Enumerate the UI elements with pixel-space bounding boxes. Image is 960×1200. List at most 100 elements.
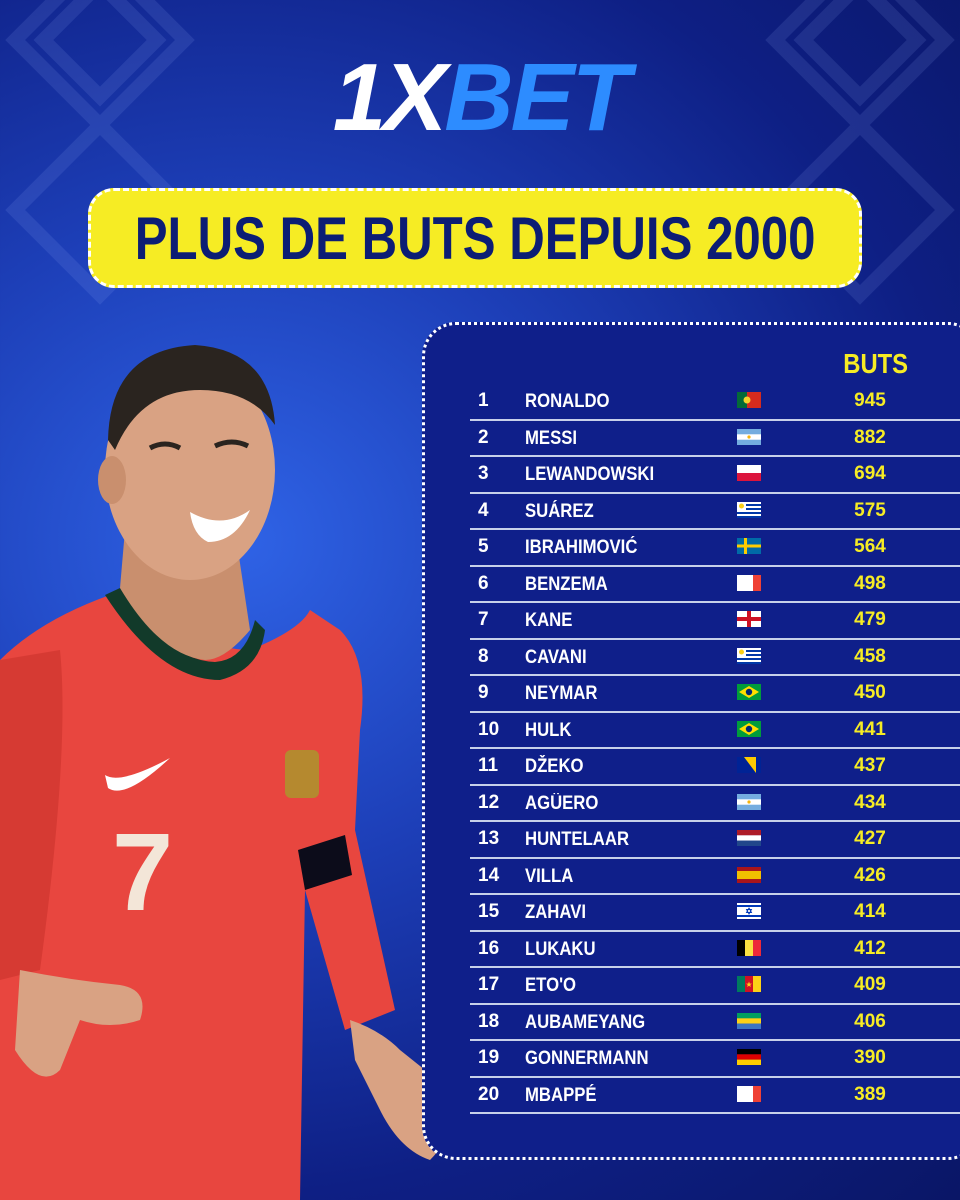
goals-cell: 412 (854, 937, 886, 959)
rank-cell: 12 (478, 791, 500, 813)
goals-column-header: BUTS (843, 348, 909, 379)
background-pattern (5, 0, 955, 305)
france-flag-icon (737, 1085, 761, 1102)
cameroon-flag-icon (737, 976, 761, 992)
title-banner: PLUS DE BUTS DEPUIS 2000 (88, 188, 862, 288)
table-row: 7 KANE 479 (470, 603, 960, 640)
goals-cell: 458 (854, 645, 886, 667)
player-name-cell: AUBAMEYANG (525, 1011, 646, 1033)
player-name-cell: ETO'O (525, 975, 577, 996)
table-row: 13 HUNTELAAR 427 (470, 822, 960, 859)
player-name-cell: IBRAHIMOVIĆ (525, 537, 638, 558)
goals-cell: 945 (854, 390, 886, 411)
rank-cell: 19 (478, 1047, 500, 1068)
portugal-flag-icon (737, 392, 761, 408)
israel-flag-icon (737, 903, 761, 919)
player-name-cell: HUNTELAAR (525, 829, 630, 850)
rank-cell: 6 (478, 572, 489, 594)
player-name-cell: ZAHAVI (525, 902, 586, 923)
sweden-flag-icon (737, 538, 761, 554)
player-name-cell: BENZEMA (525, 573, 608, 595)
table-row: 14 VILLA 426 (470, 859, 960, 895)
ranking-table: 1 RONALDO 945 2 MESSI 882 3 LEWANDOWSKI 694 4 SUÁR… (470, 384, 960, 1114)
goals-cell: 564 (854, 536, 886, 557)
goals-cell: 390 (854, 1047, 886, 1068)
player-name-cell: LUKAKU (525, 938, 596, 960)
belgium-flag-icon (737, 939, 761, 956)
rank-cell: 20 (478, 1083, 500, 1105)
rank-cell: 1 (478, 390, 489, 411)
rank-cell: 13 (478, 828, 500, 849)
player-name-cell: SUÁREZ (525, 500, 594, 522)
player-name-cell: LEWANDOWSKI (525, 464, 655, 485)
rank-cell: 4 (478, 499, 489, 521)
rank-cell: 5 (478, 536, 489, 557)
bosnia-flag-icon (737, 757, 761, 773)
spain-flag-icon (737, 866, 761, 883)
goals-cell: 479 (854, 609, 886, 630)
uruguay-flag-icon (737, 501, 761, 518)
table-row: 8 CAVANI 458 (470, 640, 960, 676)
player-name-cell: DŽEKO (525, 756, 584, 777)
argentina-flag-icon (737, 793, 761, 810)
goals-cell: 406 (854, 1010, 886, 1032)
goals-cell: 414 (854, 901, 886, 922)
goals-cell: 389 (854, 1083, 886, 1105)
germany-flag-icon (737, 1049, 761, 1065)
gabon-flag-icon (737, 1012, 761, 1029)
player-photo: 7 (0, 345, 453, 1200)
rank-cell: 18 (478, 1010, 500, 1032)
player-name-cell: MESSI (525, 427, 578, 449)
rank-cell: 15 (478, 901, 500, 922)
table-row: 2 MESSI 882 (470, 421, 960, 457)
table-row: 15 ZAHAVI 414 (470, 895, 960, 932)
logo-part-2: BET (444, 44, 630, 151)
rank-cell: 14 (478, 864, 500, 886)
goals-cell: 694 (854, 463, 886, 484)
table-row: 18 AUBAMEYANG 406 (470, 1005, 960, 1041)
rank-cell: 7 (478, 609, 489, 630)
table-row: 4 SUÁREZ 575 (470, 494, 960, 530)
rank-cell: 3 (478, 463, 489, 484)
goals-cell: 409 (854, 974, 886, 995)
page-title: PLUS DE BUTS DEPUIS 2000 (134, 204, 816, 272)
goals-cell: 575 (854, 499, 886, 521)
table-row: 6 BENZEMA 498 (470, 567, 960, 603)
logo-part-1: 1X (332, 44, 447, 151)
table-row: 20 MBAPPÉ 389 (470, 1078, 960, 1114)
rank-cell: 17 (478, 974, 500, 995)
goals-cell: 498 (854, 572, 886, 594)
rank-cell: 10 (478, 718, 500, 740)
player-name-cell: KANE (525, 610, 573, 631)
france-flag-icon (737, 574, 761, 591)
table-row: 12 AGÜERO 434 (470, 786, 960, 822)
rank-cell: 16 (478, 937, 500, 959)
player-name-cell: AGÜERO (525, 792, 599, 814)
table-row: 3 LEWANDOWSKI 694 (470, 457, 960, 494)
brand-logo: 1XBET (0, 50, 960, 146)
table-row: 17 ETO'O 409 (470, 968, 960, 1005)
player-name-cell: RONALDO (525, 391, 610, 412)
uruguay-flag-icon (737, 647, 761, 664)
rank-cell: 11 (478, 755, 499, 776)
rank-cell: 9 (478, 682, 489, 703)
netherlands-flag-icon (737, 830, 761, 846)
poland-flag-icon (737, 465, 761, 481)
goals-cell: 434 (854, 791, 886, 813)
player-name-cell: VILLA (525, 865, 574, 887)
table-row: 9 NEYMAR 450 (470, 676, 960, 713)
rank-cell: 2 (478, 426, 489, 448)
rank-cell: 8 (478, 645, 489, 667)
ranking-panel (422, 322, 960, 1160)
argentina-flag-icon (737, 428, 761, 445)
goals-cell: 426 (854, 864, 886, 886)
table-row: 5 IBRAHIMOVIĆ 564 (470, 530, 960, 567)
table-row: 11 DŽEKO 437 (470, 749, 960, 786)
shirt-number: 7 (112, 811, 173, 934)
brazil-flag-icon (737, 684, 761, 700)
goals-cell: 427 (854, 828, 886, 849)
player-name-cell: HULK (525, 719, 572, 741)
england-flag-icon (737, 611, 761, 627)
player-name-cell: GONNERMANN (525, 1048, 649, 1069)
goals-cell: 441 (854, 718, 886, 740)
